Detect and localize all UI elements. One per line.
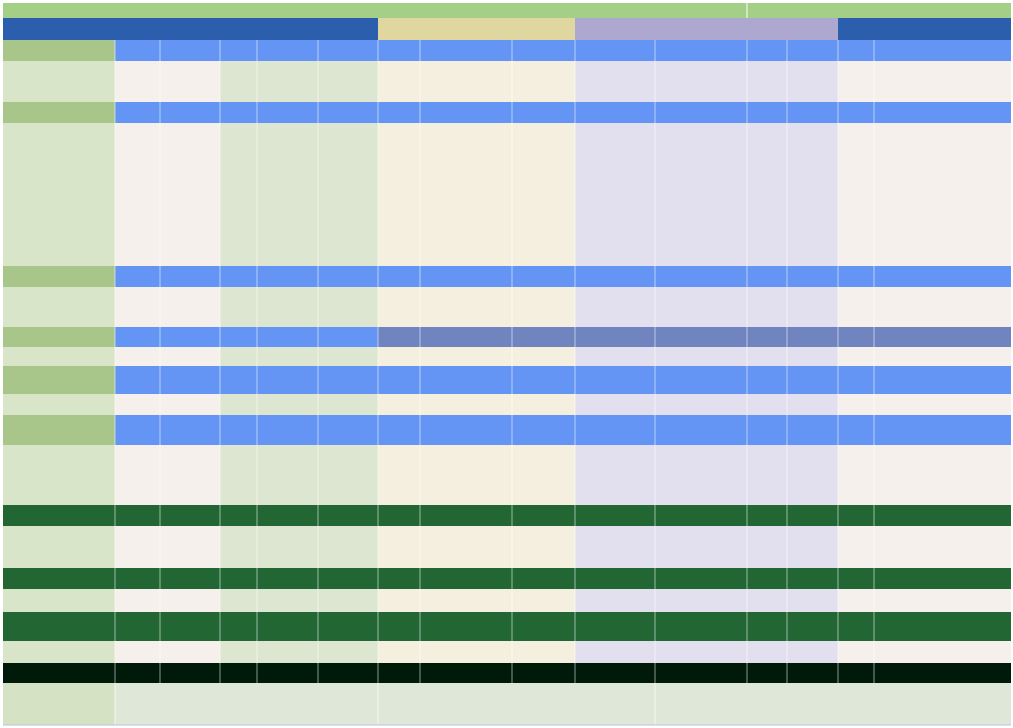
section-row: [3, 505, 1011, 526]
section-label: [3, 40, 115, 61]
cell-band: [575, 641, 838, 663]
cell-band: [115, 123, 220, 266]
cell-band: [115, 347, 220, 366]
cell-band: [378, 641, 575, 663]
section-row: [3, 568, 1011, 589]
cell-band: [3, 526, 115, 568]
section-row: [115, 327, 378, 347]
cell-band: [220, 589, 378, 612]
grid: [3, 40, 1011, 726]
cell-band: [378, 123, 575, 266]
cell-band: [3, 683, 115, 725]
cell-band: [378, 589, 575, 612]
section-row: [115, 40, 1011, 61]
section-label: [3, 415, 115, 445]
section-row: [378, 327, 1011, 347]
cell-band: [3, 123, 115, 266]
cell-band: [220, 445, 378, 505]
cell-band: [575, 526, 838, 568]
section-label: [3, 366, 115, 394]
cell-band: [575, 589, 838, 612]
cell-band: [115, 61, 220, 102]
cell-band: [3, 641, 115, 663]
section-row: [3, 612, 1011, 641]
header-band: [3, 18, 378, 40]
cell-band: [220, 287, 378, 327]
cell-band: [3, 287, 115, 327]
cell-band: [115, 526, 220, 568]
cell-band: [838, 123, 1011, 266]
cell-band: [838, 394, 1011, 415]
cell-band: [838, 287, 1011, 327]
section-row: [115, 266, 1011, 287]
cell-band: [838, 641, 1011, 663]
section-label: [3, 266, 115, 287]
cell-band: [3, 61, 115, 102]
header-band: [378, 18, 575, 40]
cell-band: [838, 61, 1011, 102]
cell-band: [838, 445, 1011, 505]
cell-band: [378, 526, 575, 568]
section-label: [3, 102, 115, 123]
cell-band: [378, 394, 575, 415]
cell-band: [378, 347, 575, 366]
cell-band: [838, 347, 1011, 366]
cell-band: [115, 641, 220, 663]
cell-band: [378, 287, 575, 327]
cell-band: [575, 123, 838, 266]
header-band: [575, 18, 838, 40]
section-row: [115, 415, 1011, 445]
cell-band: [838, 526, 1011, 568]
cell-band: [838, 589, 1011, 612]
cell-band: [220, 641, 378, 663]
cell-band: [575, 347, 838, 366]
cell-band: [575, 445, 838, 505]
section-label: [3, 327, 115, 347]
cell-band: [575, 394, 838, 415]
cell-band: [220, 526, 378, 568]
cell-band: [3, 589, 115, 612]
cell-band: [115, 394, 220, 415]
section-row: [115, 366, 1011, 394]
cell-band: [575, 61, 838, 102]
cell-band: [575, 287, 838, 327]
cell-band: [3, 347, 115, 366]
section-row: [115, 102, 1011, 123]
cell-band: [115, 683, 1011, 725]
cell-band: [220, 394, 378, 415]
cell-band: [115, 589, 220, 612]
cell-band: [220, 61, 378, 102]
cell-band: [378, 445, 575, 505]
header-band: [838, 18, 1011, 40]
section-row: [3, 663, 1011, 683]
cell-band: [220, 123, 378, 266]
cell-band: [220, 347, 378, 366]
top-bar: [3, 3, 1011, 18]
cell-band: [3, 394, 115, 415]
cell-band: [378, 61, 575, 102]
cell-band: [115, 287, 220, 327]
cell-band: [3, 445, 115, 505]
cell-band: [115, 445, 220, 505]
